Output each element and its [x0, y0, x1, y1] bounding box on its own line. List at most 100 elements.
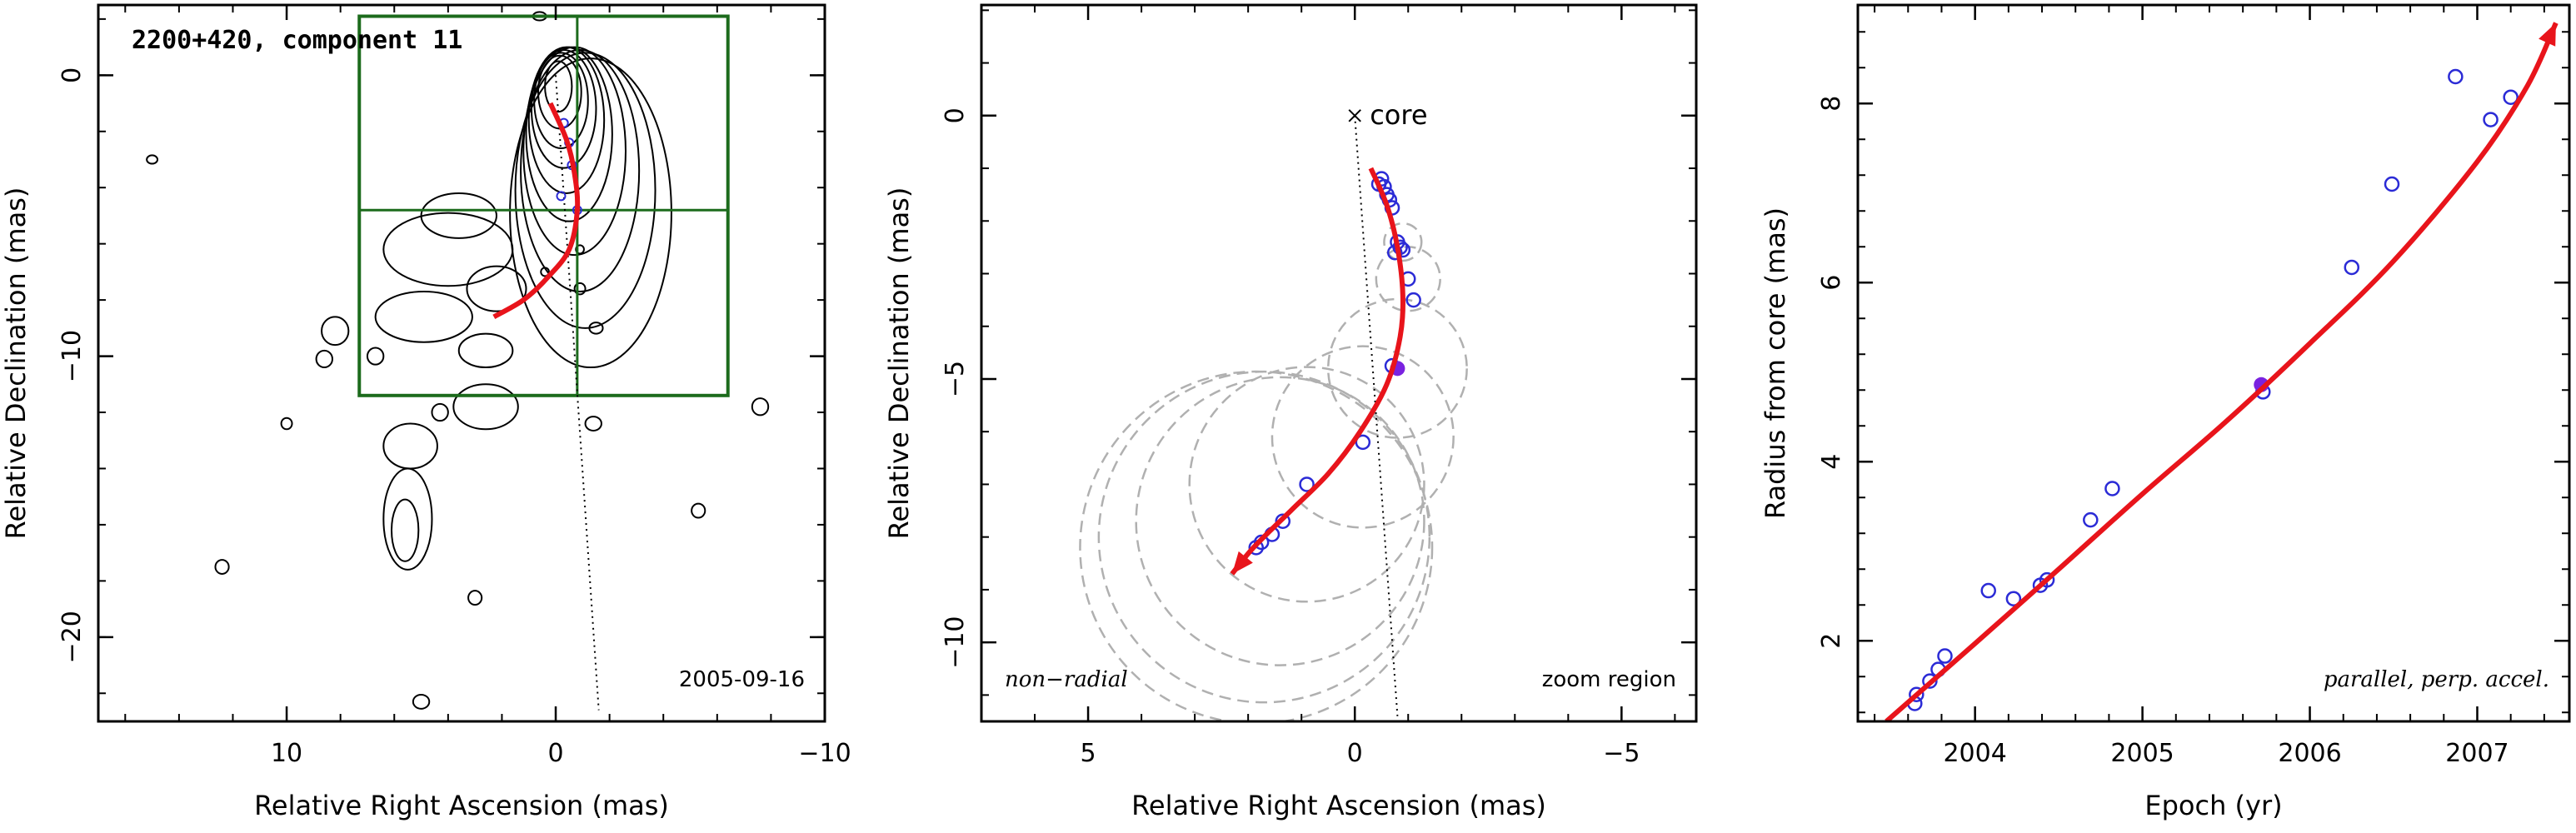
data-point [2344, 259, 2360, 276]
y-tick-label: 4 [1817, 454, 1846, 470]
fit-curve [1885, 22, 2559, 721]
x-tick-label: 0 [1347, 739, 1363, 768]
data-point [556, 191, 567, 202]
data-point [2005, 591, 2022, 606]
x-tick-label: −10 [798, 739, 851, 768]
data-point [1980, 582, 1996, 599]
plot-frame [97, 3, 826, 723]
core-label: core [1370, 99, 1427, 131]
fit-track [1230, 167, 1406, 576]
fit-arrowhead [2539, 22, 2556, 47]
data-point [1253, 534, 1270, 551]
y-axis-title: Relative Declination (mas) [883, 187, 915, 540]
reference-line [1354, 115, 1399, 716]
panel-jet-map: 10 0 −10 0 −10 −20 Relative Right Ascension (m… [0, 3, 851, 821]
data-point [1937, 648, 1953, 664]
x-tick-label: 5 [1081, 739, 1096, 768]
blob-contour [382, 422, 438, 470]
panel-zoom-region: core 5 0 −5 0 −5 −10 Relative Right Ascension (… [883, 3, 1698, 821]
blob-contour [466, 265, 527, 312]
core-marker [1348, 109, 1361, 122]
blob-contour [146, 154, 159, 165]
plot-area [146, 11, 770, 711]
uncertainty-circle [1383, 222, 1423, 262]
fit-track [492, 102, 581, 320]
blob-contour [431, 402, 449, 422]
jet-contour [522, 46, 627, 257]
uncertainty-circle [1271, 345, 1455, 529]
x-tick-label: 10 [271, 739, 302, 768]
data-point [2448, 68, 2464, 85]
y-tick-label: 2 [1817, 633, 1846, 649]
chart-title: 2200+420, component 11 [132, 26, 462, 55]
data-point [2039, 571, 2055, 588]
y-tick-label: 6 [1817, 275, 1846, 291]
zoom-label: zoom region [1542, 667, 1676, 692]
fit-arrowhead [1231, 551, 1253, 574]
blob-contour [467, 590, 483, 606]
blob-contour [751, 397, 770, 416]
data-point [1405, 292, 1421, 308]
data-point [2083, 511, 2099, 528]
data-point [1248, 540, 1265, 556]
x-tick-label: 0 [547, 739, 563, 768]
panel-radius-epoch: 2004 2005 2006 2007 2 4 6 8 Epoch (yr) Radius fro… [1760, 3, 2571, 821]
blob-contour [366, 347, 385, 366]
data-point [1355, 434, 1371, 451]
uncertainty-circle [1188, 366, 1425, 603]
data-point [1275, 513, 1291, 529]
x-axis-title: Relative Right Ascension (mas) [1131, 790, 1546, 821]
data-point [1299, 476, 1315, 492]
blob-contour [588, 322, 604, 335]
blob-contour [573, 282, 587, 296]
x-tick-label: −5 [1603, 739, 1640, 768]
jet-contour [509, 57, 672, 369]
data-point [2483, 112, 2499, 127]
blob-contour [374, 291, 473, 343]
blob-contour [214, 559, 230, 575]
reference-line [555, 75, 600, 711]
blob-contour [315, 349, 333, 369]
y-tick-label: −10 [57, 330, 87, 382]
data-point [2384, 176, 2400, 192]
motion-label: non−radial [1005, 667, 1128, 692]
y-tick-label: −5 [941, 361, 970, 397]
plot-frame [980, 3, 1698, 723]
x-axis-title: Relative Right Ascension (mas) [254, 790, 669, 821]
uncertainty-circle [1326, 297, 1468, 439]
x-tick-label: 2004 [1943, 739, 2006, 768]
x-axis-title: Epoch (yr) [2144, 790, 2282, 821]
blob-contour [280, 416, 293, 431]
y-tick-label: 0 [941, 107, 970, 123]
data-point [1909, 686, 1925, 702]
uncertainty-circle [1079, 370, 1434, 721]
blob-contour [412, 693, 431, 710]
blob-contour [457, 332, 514, 369]
blob-contour [452, 383, 519, 431]
uncertainty-circle [1097, 370, 1431, 704]
y-tick-label: 0 [57, 67, 87, 83]
plot-frame [1856, 3, 2571, 723]
blob-contour [420, 192, 497, 239]
data-point [1922, 673, 1938, 689]
y-axis-title: Radius from core (mas) [1760, 207, 1791, 519]
blob-contour [391, 498, 420, 562]
data-point [2104, 481, 2120, 496]
blob-contour [382, 212, 514, 287]
jet-contour [520, 48, 641, 292]
blob-contour [575, 244, 585, 255]
x-tick-label: 2007 [2445, 739, 2509, 768]
zoom-box [357, 14, 730, 397]
x-tick-label: 2006 [2278, 739, 2341, 768]
y-axis-title: Relative Declination (mas) [0, 187, 32, 540]
jet-contour [533, 52, 589, 149]
data-point [2503, 89, 2519, 105]
blob-contour [691, 502, 706, 519]
date-label: 2005-09-16 [679, 667, 805, 692]
uncertainty-circle [1375, 246, 1441, 312]
y-tick-label: 8 [1817, 96, 1846, 112]
blob-contour [584, 416, 602, 431]
jet-contour [514, 52, 656, 329]
blob-contour [321, 316, 350, 347]
